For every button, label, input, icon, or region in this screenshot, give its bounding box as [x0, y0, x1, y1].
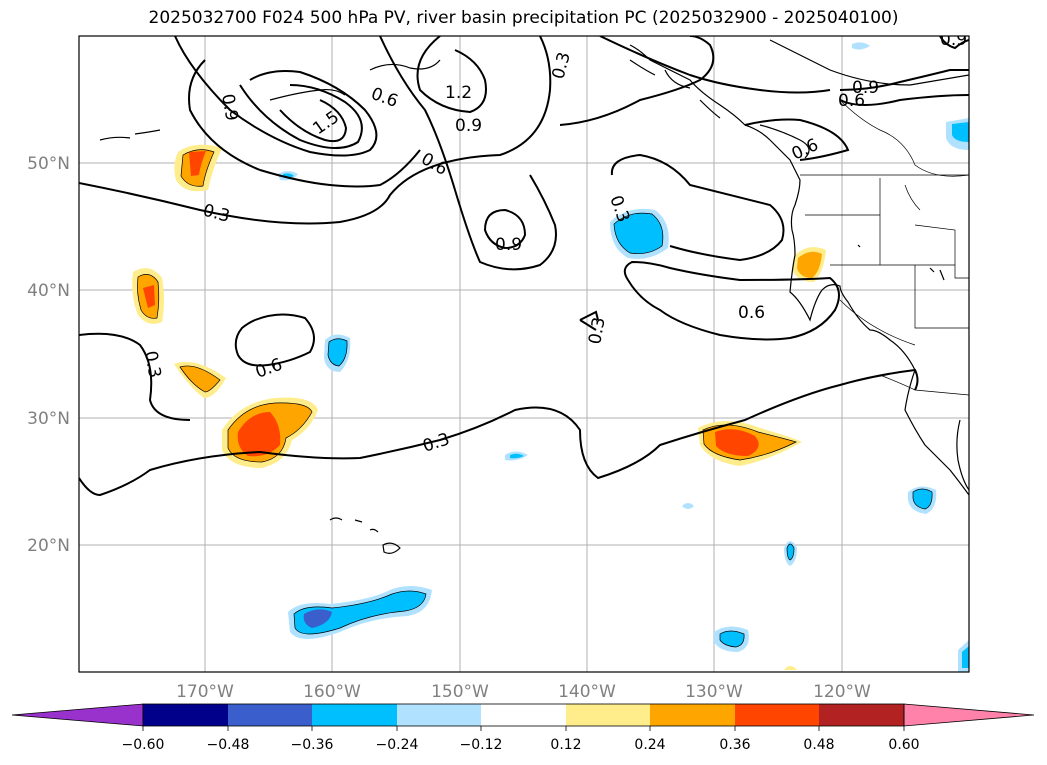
precip-positive-patch — [715, 429, 759, 456]
contour-label: 0.6 — [738, 303, 765, 323]
lon-label: 170°W — [176, 682, 234, 702]
colorbar-tick-label: −0.24 — [376, 737, 419, 753]
precip-positive-patch — [180, 365, 220, 392]
precip-negative-patch — [962, 646, 969, 668]
colorbar-segment — [312, 704, 397, 726]
colorbar-segment — [143, 704, 228, 726]
colorbar-tick-label: 0.24 — [634, 737, 665, 753]
map-frame — [78, 35, 970, 673]
lon-label: 160°W — [303, 682, 361, 702]
precip-outlines — [137, 149, 933, 648]
colorbar-extend-max — [903, 703, 1035, 727]
pv-contours — [79, 36, 969, 497]
longitude-labels: 170°W 160°W 150°W 140°W 130°W 120°W — [176, 682, 871, 702]
lat-label: 30°N — [27, 409, 70, 429]
colorbar-segment — [819, 704, 904, 726]
political-borders — [800, 99, 969, 396]
colorbar: −0.60 −0.48 −0.36 −0.24 −0.12 0.12 0.24 … — [11, 703, 1035, 753]
precip-negative-patch — [720, 631, 745, 647]
colorbar-segment — [650, 704, 735, 726]
colorbar-extend-min — [11, 703, 144, 727]
colorbar-segment — [566, 704, 650, 726]
precip-negative-patch — [682, 503, 694, 509]
lon-label: 120°W — [813, 682, 871, 702]
precip-negative-patch — [852, 42, 870, 50]
colorbar-segment — [481, 704, 566, 726]
lat-label: 40°N — [27, 281, 70, 301]
precip-negative-patch — [614, 213, 663, 254]
lon-label: 150°W — [431, 682, 489, 702]
figure-title: 2025032700 F024 500 hPa PV, river basin … — [148, 8, 899, 28]
precip-negative-patch — [328, 338, 348, 366]
graticule — [79, 36, 969, 672]
precip-negative-patch — [952, 122, 969, 142]
contour-label: 0.3 — [140, 349, 164, 379]
contour-label: 0.9 — [217, 92, 241, 122]
contour-label: 1.2 — [445, 83, 472, 103]
precip-negative-patch — [510, 453, 524, 459]
contour-label: 0.9 — [455, 116, 482, 136]
precip-positive-patch — [143, 285, 155, 308]
colorbar-tick-label: −0.36 — [291, 737, 334, 753]
colorbar-tick-label: −0.12 — [460, 737, 503, 753]
colorbar-tick-label: 0.12 — [550, 737, 581, 753]
colorbar-segment — [735, 704, 819, 726]
precip-negative-patch — [294, 591, 426, 634]
colorbar-segment — [397, 704, 481, 726]
precip-positive-patch — [189, 151, 206, 176]
contour-label: 0.6 — [838, 91, 865, 111]
colorbar-tick-label: −0.60 — [122, 737, 165, 753]
precip-positive-patch — [797, 251, 822, 278]
colorbar-frame — [142, 703, 905, 727]
contour-label: 0.9 — [940, 30, 967, 50]
lat-label: 50°N — [27, 154, 70, 174]
colorbar-ticks — [142, 726, 905, 731]
colorbar-tick-label: 0.60 — [888, 737, 919, 753]
colorbar-tick-label: 0.36 — [719, 737, 750, 753]
colorbar-tick-label: −0.48 — [207, 737, 250, 753]
contour-label: 0.9 — [852, 78, 879, 98]
precip-negative-patch — [913, 489, 933, 509]
map-panel: 0.9 1.5 1.2 0.6 0.3 0.9 0.6 0.3 0.9 0.6 … — [79, 30, 969, 672]
colorbar-segment — [228, 704, 312, 726]
contour-label: 0.3 — [585, 316, 609, 346]
lon-label: 140°W — [558, 682, 616, 702]
colorbar-tick-label: 0.48 — [803, 737, 834, 753]
precip-shading — [132, 42, 969, 672]
precip-negative-patch — [787, 544, 794, 560]
precip-positive-patch — [237, 412, 281, 457]
precip-negative-patch — [303, 609, 332, 628]
latitude-labels: 50°N 40°N 30°N 20°N — [27, 154, 70, 556]
lon-label: 130°W — [685, 682, 743, 702]
contour-label: 0.9 — [495, 235, 522, 255]
lat-label: 20°N — [27, 536, 70, 556]
precip-positive-patch — [784, 666, 797, 670]
